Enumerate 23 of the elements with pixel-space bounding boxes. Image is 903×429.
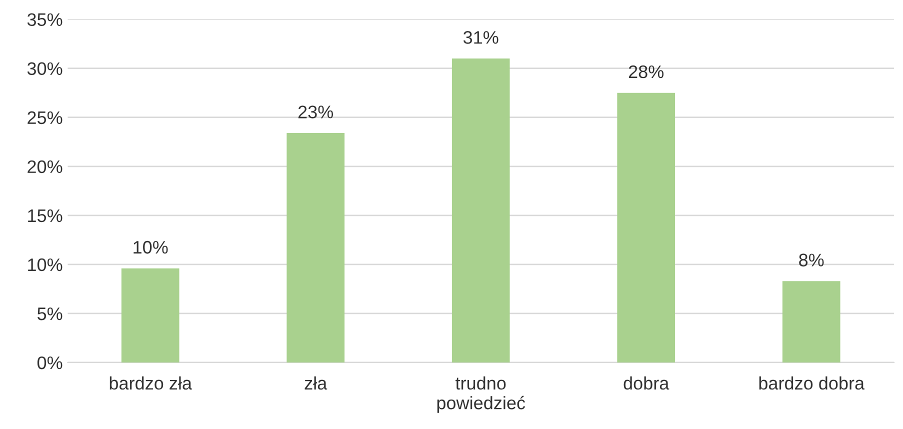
y-tick-label: 25% [28,111,62,124]
y-tick-label: 30% [27,62,62,76]
bar [617,92,676,363]
y-tick-label: 35% [27,13,62,26]
y-tick-label: 10% [28,258,62,272]
y-tick-label: 0% [37,356,62,370]
bar [286,133,345,363]
bar [452,58,510,363]
bar [121,268,180,363]
data-label: 23% [298,106,334,118]
data-label: 31% [463,31,498,44]
y-tick-label: 20% [28,160,62,174]
x-tick-label: dobra [624,376,670,390]
y-tick-label: 5% [37,307,62,320]
data-label: 8% [799,254,824,266]
bar [782,281,840,363]
y-tick-label: 15% [28,209,62,222]
x-tick-label: zła [304,376,328,390]
x-tick-label: trudno powiedzieć [437,376,526,413]
data-label: 10% [134,240,168,254]
x-tick-label: bardzo dobra [759,376,865,390]
data-label: 28% [628,65,664,78]
x-tick-label: bardzo zła [110,376,192,390]
